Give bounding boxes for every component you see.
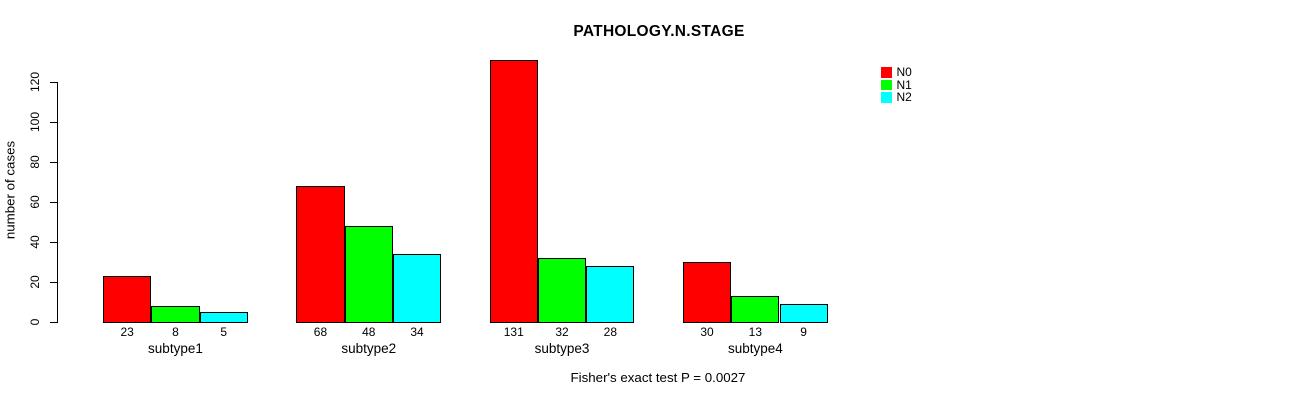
legend-label: N1 [896, 77, 912, 92]
legend-swatch-N2 [881, 92, 892, 103]
y-axis-tick [49, 121, 57, 123]
bar-value-label: 5 [220, 325, 228, 339]
bar-value-label: 9 [800, 325, 807, 339]
bar-subtype1-N2 [199, 312, 248, 324]
y-axis-tick-label: 80 [28, 155, 42, 169]
bar-subtype3-N0 [489, 59, 538, 324]
legend-swatch-N0 [881, 67, 892, 78]
legend-label: N2 [896, 90, 912, 105]
y-axis-tick-label: 0 [28, 318, 42, 326]
bar-value-label: 68 [313, 325, 328, 339]
y-axis-tick-label: 120 [28, 71, 42, 92]
y-axis-tick [49, 161, 57, 164]
bar-value-label: 23 [120, 325, 134, 339]
y-axis-line [56, 81, 58, 324]
bar-value-label: 34 [410, 325, 424, 339]
y-axis-tick [49, 282, 57, 284]
bar-subtype4-N2 [779, 304, 828, 324]
bar-subtype3-N1 [537, 258, 587, 324]
bar-value-label: 8 [172, 325, 179, 339]
category-label-subtype2: subtype2 [341, 341, 397, 356]
bar-subtype4-N0 [682, 262, 732, 324]
legend: N0 N1 N2 [881, 66, 912, 104]
y-axis-tick-label: 20 [28, 275, 42, 289]
y-axis-tick-label: 40 [28, 235, 42, 249]
y-axis-label: number of cases [2, 140, 18, 240]
chart-title: PATHOLOGY.N.STAGE [573, 23, 745, 40]
legend-swatch-N1 [881, 79, 892, 91]
caption-text: Fisher's exact test P = 0.0027 [570, 370, 746, 385]
bar-value-label: 28 [603, 325, 618, 339]
category-label-subtype1: subtype1 [148, 341, 203, 356]
y-axis-tick-label: 60 [28, 195, 42, 209]
bar-subtype3-N2 [586, 266, 635, 324]
bar-subtype1-N0 [103, 276, 152, 324]
bar-value-label: 30 [700, 325, 714, 339]
bar-value-label: 131 [503, 325, 524, 339]
bar-value-label: 48 [362, 325, 376, 339]
bar-subtype4-N1 [731, 296, 780, 324]
y-axis-tick [49, 81, 57, 83]
bar-value-label: 13 [748, 325, 763, 339]
category-label-subtype4: subtype4 [727, 341, 783, 356]
y-axis-tick [49, 322, 57, 324]
y-axis-tick [49, 242, 57, 244]
legend-label: N0 [896, 65, 912, 79]
legend-item-N2: N2 [881, 91, 912, 104]
bar-value-label: 32 [555, 325, 569, 339]
category-label-subtype3: subtype3 [534, 341, 590, 356]
y-axis-tick [49, 202, 57, 204]
bar-subtype1-N1 [151, 306, 200, 324]
legend-item-N0: N0 [881, 66, 912, 79]
y-axis-tick-label: 100 [28, 111, 42, 132]
bar-subtype2-N0 [296, 185, 345, 324]
bar-subtype2-N2 [392, 254, 442, 324]
bar-subtype2-N1 [344, 226, 393, 324]
legend-item-N1: N1 [881, 77, 912, 92]
